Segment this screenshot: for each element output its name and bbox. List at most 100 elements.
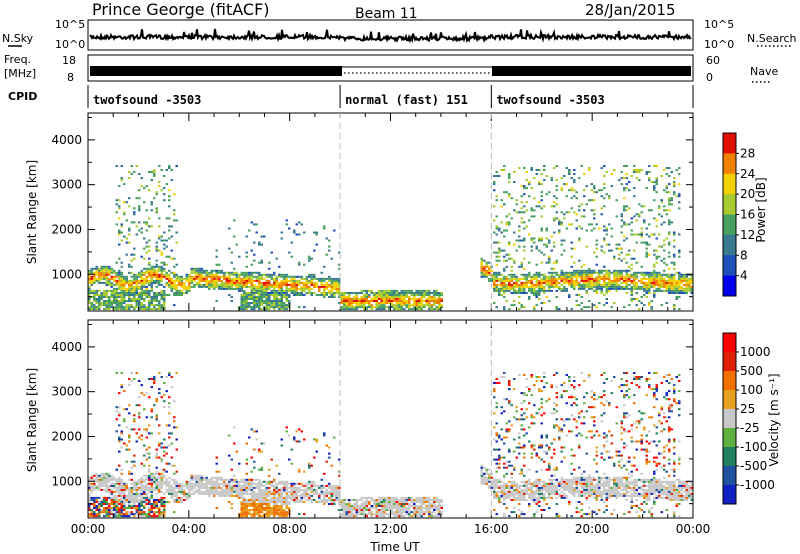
power-cell — [498, 247, 501, 250]
power-cell — [93, 300, 96, 302]
power-cell — [183, 283, 186, 286]
power-cell — [518, 279, 521, 282]
power-cell — [508, 308, 511, 311]
power-cell — [330, 296, 333, 298]
velocity-cell — [175, 438, 178, 441]
velocity-cell — [345, 507, 348, 509]
power-cell — [518, 277, 521, 280]
velocity-cell — [250, 501, 253, 503]
velocity-cell — [285, 482, 288, 485]
velocity-cell — [170, 464, 173, 467]
velocity-cell — [240, 478, 243, 481]
velocity-cell — [150, 476, 153, 479]
velocity-cell — [343, 499, 346, 501]
power-cell — [103, 292, 106, 294]
power-cell — [150, 300, 153, 302]
power-cell — [423, 294, 426, 296]
power-cell — [155, 294, 158, 296]
power-cell — [280, 285, 283, 288]
power-cell — [388, 294, 391, 296]
velocity-cell — [270, 480, 273, 483]
velocity-cell — [295, 440, 298, 443]
power-cell — [300, 294, 303, 296]
power-cell — [213, 283, 216, 286]
power-cell — [583, 215, 586, 218]
power-cell — [515, 292, 518, 294]
velocity-cell — [160, 496, 163, 499]
power-cell — [328, 289, 331, 292]
power-cell — [393, 300, 396, 302]
power-cell — [558, 229, 561, 232]
power-cell — [280, 283, 283, 286]
power-cell — [345, 300, 348, 302]
power-cell — [615, 277, 618, 280]
power-cell — [240, 300, 243, 302]
velocity-cell — [88, 513, 91, 516]
velocity-cell — [105, 478, 108, 481]
power-cell — [673, 231, 676, 234]
power-cell — [428, 296, 431, 298]
power-cell — [528, 285, 531, 288]
velocity-cell — [123, 496, 126, 499]
velocity-cell — [265, 507, 268, 509]
power-cell — [168, 205, 171, 208]
power-cell — [563, 285, 566, 288]
velocity-cell — [155, 472, 158, 475]
velocity-cell — [93, 505, 96, 507]
velocity-cell — [173, 488, 176, 491]
power-cell — [273, 298, 276, 300]
velocity-cell — [228, 494, 231, 497]
power-cell — [270, 302, 273, 304]
velocity-cell — [315, 450, 318, 453]
power-cell — [220, 279, 223, 282]
velocity-cell — [303, 470, 306, 473]
power-cell — [148, 245, 151, 248]
power-cell — [660, 281, 663, 284]
power-cell — [320, 281, 323, 284]
velocity-cell — [130, 496, 133, 499]
power-cell — [315, 285, 318, 288]
power-cell — [520, 285, 523, 288]
power-cell — [500, 294, 503, 296]
power-cell — [128, 233, 131, 236]
power-cell — [395, 296, 398, 298]
power-cell — [668, 267, 671, 270]
velocity-cell — [133, 488, 136, 491]
power-cell — [653, 185, 656, 188]
power-cell — [653, 271, 656, 274]
power-cell — [300, 277, 303, 280]
power-cell — [153, 281, 156, 284]
velocity-cell — [180, 490, 183, 493]
power-cell — [273, 281, 276, 284]
velocity-cell — [170, 486, 173, 489]
power-cell — [145, 287, 148, 290]
power-cell — [508, 181, 511, 184]
power-cell — [545, 289, 548, 292]
velocity-cell — [168, 462, 171, 465]
velocity-cell — [170, 488, 173, 491]
power-cell — [610, 287, 613, 290]
power-cell — [578, 209, 581, 212]
power-cell — [640, 277, 643, 280]
power-cell — [673, 233, 676, 236]
power-cell — [95, 277, 98, 280]
power-cell — [625, 279, 628, 282]
power-cell — [228, 271, 231, 274]
power-cell — [538, 281, 541, 284]
power-cell — [160, 308, 163, 311]
power-cell — [683, 273, 686, 276]
power-cell — [268, 298, 271, 300]
velocity-cell — [213, 492, 216, 495]
power-cell — [245, 308, 248, 311]
power-cell — [593, 191, 596, 194]
velocity-cell — [275, 488, 278, 491]
velocity-cell — [158, 488, 161, 491]
velocity-cell — [290, 482, 293, 485]
power-cell — [93, 304, 96, 307]
velocity-cell — [225, 488, 228, 491]
velocity-cell — [155, 456, 158, 459]
velocity-cell — [125, 486, 128, 489]
power-cell — [108, 308, 111, 311]
power-cell — [133, 308, 136, 311]
velocity-cell — [343, 503, 346, 505]
